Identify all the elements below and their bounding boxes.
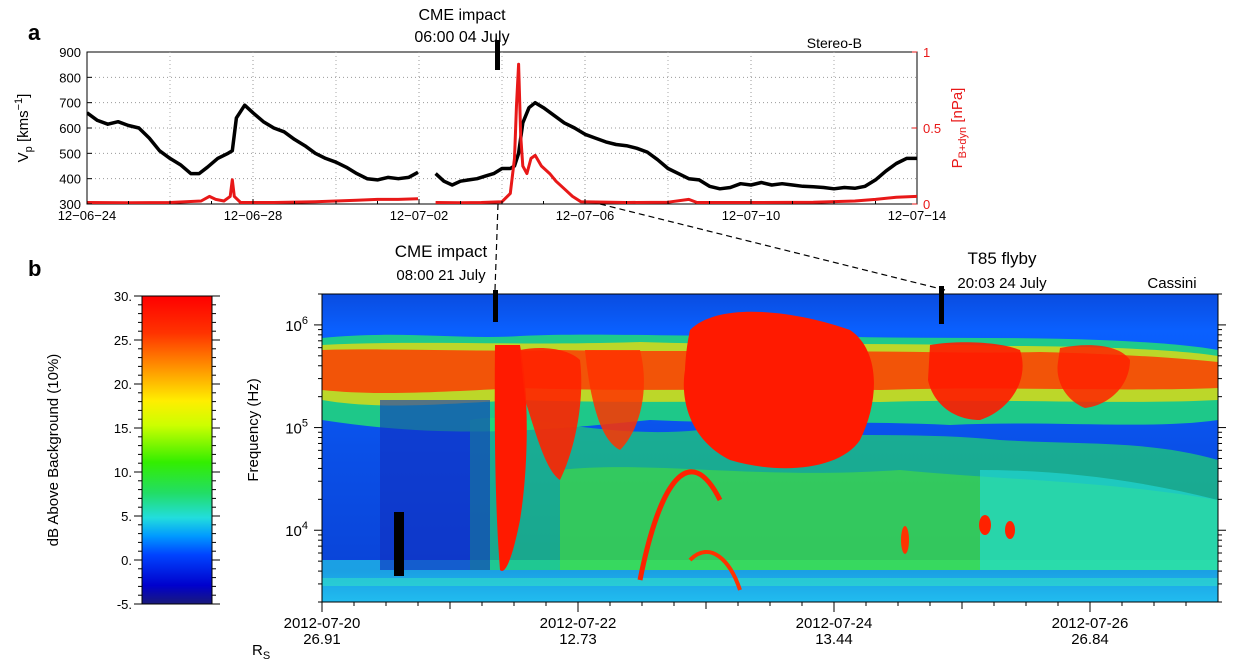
series-pressure-segment — [87, 178, 419, 204]
red-emission-spot-1 — [979, 515, 991, 535]
cme-connector-line — [494, 203, 499, 291]
xtick-label: 12−07−02 — [390, 208, 449, 223]
cme-marker-b — [493, 290, 498, 322]
t85-annotation-line2: 20:03 24 July — [957, 275, 1047, 292]
panel-a-grid — [87, 52, 917, 204]
xtick-label: 12−07−06 — [556, 208, 615, 223]
colorbar-tick-label: 0. — [121, 553, 132, 568]
rs-value: 12.73 — [559, 631, 597, 648]
ytick-right-label: 0.5 — [923, 121, 941, 136]
xtick-label: 12−07−14 — [888, 208, 947, 223]
drift-arc-1 — [637, 469, 723, 581]
panel-a-ticks: 12−06−24 12−06−28 12−07−02 12−07−06 12−07−10… — [58, 45, 947, 223]
red-emission-blob-2 — [928, 342, 1023, 420]
ytick-freq-label: 106 — [285, 315, 308, 335]
xtick-label: 12−07−10 — [722, 208, 781, 223]
drift-arc-2 — [688, 549, 742, 591]
rs-value: 26.91 — [303, 631, 341, 648]
colorbar-tick-label: 30. — [114, 289, 132, 304]
ytick-left-label: 700 — [59, 96, 81, 111]
cyan-emission-region — [980, 470, 1218, 570]
t85-marker — [939, 286, 944, 324]
colorbar-tick-label: 5. — [121, 509, 132, 524]
ytick-right-label: 0 — [923, 197, 930, 212]
red-emission-column-cme — [494, 345, 527, 571]
rs-value: 13.44 — [815, 631, 853, 648]
ytick-left-label: 300 — [59, 197, 81, 212]
data-gap-marker — [394, 512, 404, 576]
cme-annotation-a-line2: 06:00 04 July — [414, 29, 509, 46]
red-emission-column-3 — [585, 350, 644, 450]
ytick-freq-label: 105 — [285, 418, 308, 438]
xtick-date-label: 2012-07-26 — [1052, 615, 1129, 632]
ytick-left-label: 500 — [59, 146, 81, 161]
panel-a-series — [87, 62, 917, 204]
series-vp-segment — [87, 103, 419, 182]
ytick-freq-label: 104 — [285, 520, 308, 540]
xtick-label: 12−06−28 — [224, 208, 283, 223]
t85-annotation-line1: T85 flyby — [968, 249, 1037, 268]
red-emission-blob-large — [683, 311, 874, 469]
colorbar-tick-label: 10. — [114, 465, 132, 480]
ytick-right-label: 1 — [923, 45, 930, 60]
rs-value: 26.84 — [1071, 631, 1109, 648]
red-emission-spot-2 — [1005, 521, 1015, 539]
cassini-label: Cassini — [1147, 275, 1196, 292]
colorbar-tick-label: 20. — [114, 377, 132, 392]
ytick-left-label: 400 — [59, 172, 81, 187]
ylabel-pressure: PB+dyn [nPa] — [949, 88, 969, 169]
panel-a-label: a — [28, 20, 41, 45]
colorbar-ticks: 30. 25. 20. 15. 10. 5. 0. -5. — [114, 289, 220, 612]
panel-b-label: b — [28, 256, 41, 281]
ytick-left-label: 800 — [59, 70, 81, 85]
panel-a-plot: 12−06−24 12−06−28 12−07−02 12−07−06 12−07−10… — [13, 7, 969, 223]
colorbar-label: dB Above Background (10%) — [45, 354, 62, 547]
xtick-date-label: 2012-07-20 — [284, 615, 361, 632]
ylabel-frequency: Frequency (Hz) — [245, 378, 262, 481]
xtick-date-label: 2012-07-22 — [540, 615, 617, 632]
rs-label: RS — [252, 642, 270, 662]
red-emission-column-2 — [520, 348, 582, 480]
ytick-left-label: 900 — [59, 45, 81, 60]
ylabel-vp: Vp [kms−1] — [13, 94, 35, 163]
cme-annotation-a-line1: CME impact — [418, 7, 506, 24]
colorbar-tick-label: -5. — [117, 597, 132, 612]
colorbar: 30. 25. 20. 15. 10. 5. 0. -5. dB Above Backgrou… — [45, 289, 220, 612]
xtick-label: 12−06−24 — [58, 208, 117, 223]
cme-annotation-b-line1: CME impact — [395, 242, 488, 261]
xtick-date-label: 2012-07-24 — [796, 615, 873, 632]
lowfreq-band-2 — [322, 578, 1218, 586]
colorbar-tick-label: 15. — [114, 421, 132, 436]
colorbar-gradient — [141, 295, 213, 605]
ytick-left-label: 600 — [59, 121, 81, 136]
stereo-b-label: Stereo-B — [807, 35, 862, 51]
series-vp-segment — [434, 100, 917, 191]
cme-annotation-b-line2: 08:00 21 July — [396, 267, 486, 284]
cme-marker-a — [495, 40, 500, 70]
red-emission-spot-3 — [901, 526, 909, 554]
series-pressure-segment — [435, 62, 917, 204]
red-emission-blob-3 — [1057, 345, 1130, 408]
colorbar-tick-label: 25. — [114, 333, 132, 348]
